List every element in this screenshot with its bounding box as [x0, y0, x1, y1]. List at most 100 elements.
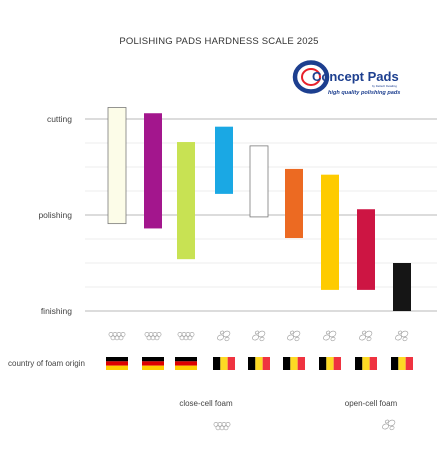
origin-row-label: country of foam origin	[8, 359, 85, 368]
belgium-flag	[248, 357, 270, 370]
foam-cell	[397, 330, 403, 335]
brand-name: Concept Pads	[312, 69, 399, 84]
flag-stripe	[283, 357, 291, 370]
flag-stripe	[213, 357, 221, 370]
hardness-bar-1	[107, 107, 127, 225]
open-cell-icon	[287, 330, 301, 342]
flag-stripe	[106, 361, 128, 366]
foam-cell	[219, 330, 225, 335]
foam-cell	[150, 335, 156, 341]
y-axis-labels: cutting polishing finishing	[38, 114, 72, 316]
flag-stripe	[290, 357, 298, 370]
flag-stripe	[333, 357, 341, 370]
flag-stripe	[220, 357, 228, 370]
brand-byline: by Detlech Detailing	[372, 84, 397, 88]
foam-cell	[223, 425, 229, 431]
foam-cell	[219, 425, 225, 431]
flag-stripe	[255, 357, 263, 370]
foam-cell	[259, 336, 265, 342]
foam-cell	[384, 419, 390, 424]
flag-stripe	[142, 365, 164, 370]
flag-stripe	[398, 357, 406, 370]
logo-ring-accent	[301, 68, 321, 86]
foam-cell	[402, 336, 408, 342]
closed-cell-icon	[213, 421, 231, 431]
foam-cell	[366, 336, 372, 342]
y-label-finishing: finishing	[41, 306, 72, 316]
foam-cell	[361, 330, 367, 335]
foam-cell	[325, 330, 331, 335]
hardness-bar-7	[321, 174, 339, 290]
origin-flags	[106, 357, 413, 370]
germany-flag	[106, 357, 128, 370]
hardness-bar-4	[215, 126, 233, 194]
foam-cell	[257, 330, 266, 338]
belgium-flag	[319, 357, 341, 370]
belgium-flag	[391, 357, 413, 370]
flag-stripe	[262, 357, 270, 370]
legend-open-cell-label: open-cell foam	[345, 399, 398, 408]
foam-cell	[154, 335, 160, 341]
foam-cell	[292, 330, 301, 338]
flag-stripe	[175, 365, 197, 370]
y-label-polishing: polishing	[38, 210, 72, 220]
flag-stripe	[391, 357, 399, 370]
flag-stripe	[142, 357, 164, 362]
belgium-flag	[355, 357, 377, 370]
foam-cell	[328, 330, 337, 338]
foam-cell	[187, 335, 193, 341]
bars	[107, 107, 411, 311]
closed-cell-icon	[144, 331, 162, 341]
foam-cell	[330, 336, 336, 342]
foam-cell	[114, 335, 120, 341]
open-cell-icon	[395, 330, 409, 342]
germany-flag	[142, 357, 164, 370]
closed-cell-icon	[177, 331, 195, 341]
foam-cell	[389, 425, 395, 431]
foam-cell	[118, 335, 124, 341]
foam-cell	[224, 336, 230, 342]
foam-cell	[222, 330, 231, 338]
open-cell-icon	[323, 330, 337, 342]
flag-stripe	[405, 357, 413, 370]
foam-cell	[179, 335, 185, 341]
foam-cell	[215, 425, 221, 431]
chart-title: POLISHING PADS HARDNESS SCALE 2025	[119, 36, 318, 47]
brand-logo: Concept Pads by Detlech Detailing high q…	[292, 60, 400, 96]
flag-stripe	[362, 357, 370, 370]
legend-closed-cell-label: close-cell foam	[179, 399, 233, 408]
flag-stripe	[326, 357, 334, 370]
flag-stripe	[248, 357, 256, 370]
legend-icons	[213, 419, 396, 431]
hardness-bar-8	[357, 209, 375, 290]
gridlines	[85, 118, 437, 312]
flag-stripe	[369, 357, 377, 370]
open-cell-icon	[217, 330, 231, 342]
foam-cell	[400, 330, 409, 338]
foam-cell	[387, 419, 396, 427]
foam-cell	[110, 335, 116, 341]
flag-stripe	[319, 357, 327, 370]
flag-stripe	[297, 357, 305, 370]
open-cell-icon	[252, 330, 266, 342]
germany-flag	[175, 357, 197, 370]
foam-cell	[183, 335, 189, 341]
foam-cell	[289, 330, 295, 335]
y-label-cutting: cutting	[47, 114, 72, 124]
foam-cell	[294, 336, 300, 342]
closed-cell-icon	[108, 331, 126, 341]
flag-stripe	[175, 357, 197, 362]
logo-ring	[292, 60, 330, 94]
hardness-bar-2	[144, 113, 162, 229]
flag-stripe	[175, 361, 197, 366]
foam-type-icons	[108, 330, 409, 342]
hardness-bar-5	[249, 145, 269, 218]
flag-stripe	[355, 357, 363, 370]
foam-cell	[146, 335, 152, 341]
open-cell-icon	[359, 330, 373, 342]
foam-cell	[364, 330, 373, 338]
belgium-flag	[283, 357, 305, 370]
belgium-flag	[213, 357, 235, 370]
foam-cell	[254, 330, 260, 335]
